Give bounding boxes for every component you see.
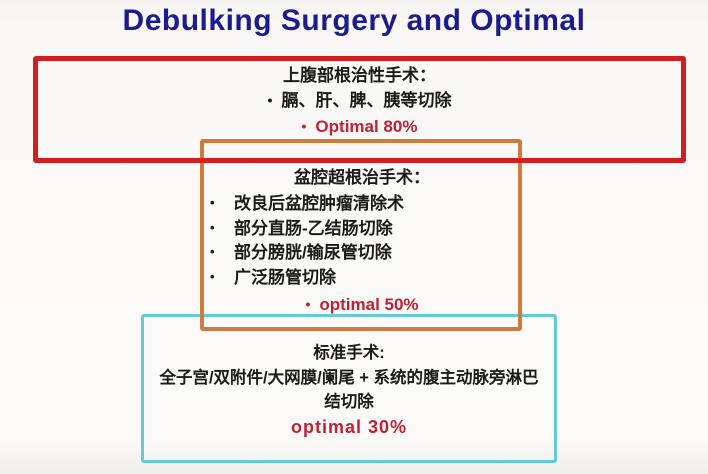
pelvic-surgery-list: • 改良后盆腔肿瘤清除术 • 部分直肠-乙结肠切除 • 部分膀胱/输尿管切除 •… bbox=[206, 192, 518, 290]
bullet-dot: • bbox=[210, 244, 215, 260]
standard-optimal-text: optimal 30% bbox=[290, 416, 408, 437]
bullet-dot: • bbox=[301, 118, 307, 134]
standard-content: 标准手术: 全子宫/双附件/大网膜/阑尾 + 系统的腹主动脉旁淋巴 结切除 op… bbox=[145, 341, 553, 439]
pelvic-item-text: 改良后盆腔肿瘤清除术 bbox=[234, 194, 404, 213]
pelvic-item-text: 部分膀胱/输尿管切除 bbox=[234, 243, 392, 263]
pelvic-item-text: 广泛肠管切除 bbox=[234, 267, 336, 287]
pelvic-optimal-text: optimal 50% bbox=[319, 295, 419, 315]
standard-box-title: 标准手术: bbox=[313, 344, 385, 362]
upper-abdominal-box-frame bbox=[33, 56, 686, 163]
pelvic-content: 盆腔超根治手术： • 改良后盆腔肿瘤清除术 • 部分直肠-乙结肠切除 • 部分膀… bbox=[206, 166, 518, 317]
bullet-dot: • bbox=[267, 92, 273, 108]
upper-box-title: 上腹部根治性手术： bbox=[283, 66, 436, 85]
list-item: • 部分直肠-乙结肠切除 bbox=[206, 217, 518, 242]
upper-box-item: • 膈、肝、脾、胰等切除 bbox=[33, 88, 686, 114]
list-item: • 广泛肠管切除 bbox=[206, 266, 518, 291]
slide-title: Debulking Surgery and Optimal bbox=[122, 4, 586, 37]
bullet-dot: • bbox=[210, 195, 215, 210]
bullet-dot: • bbox=[210, 268, 215, 284]
pelvic-box-frame bbox=[200, 139, 522, 331]
list-item: • 部分膀胱/输尿管切除 bbox=[206, 241, 518, 266]
bullet-dot: • bbox=[210, 219, 215, 235]
upper-item-text: 膈、肝、脾、胰等切除 bbox=[281, 91, 452, 110]
list-item: • 改良后盆腔肿瘤清除术 bbox=[206, 192, 518, 217]
upper-abdominal-content: 上腹部根治性手术： • 膈、肝、脾、胰等切除 • Optimal 80% bbox=[33, 63, 686, 140]
pelvic-item-text: 部分直肠-乙结肠切除 bbox=[234, 218, 393, 238]
upper-optimal-row: • Optimal 80% bbox=[33, 114, 686, 140]
pelvic-optimal-row: • optimal 50% bbox=[206, 293, 518, 317]
bullet-dot: • bbox=[305, 296, 311, 313]
standard-body-line1: 全子宫/双附件/大网膜/阑尾 + 系统的腹主动脉旁淋巴 bbox=[159, 368, 539, 387]
pelvic-box-title: 盆腔超根治手术： bbox=[294, 168, 430, 187]
standard-body-line2: 结切除 bbox=[324, 393, 374, 411]
upper-optimal-text: Optimal 80% bbox=[315, 117, 418, 136]
standard-box-frame bbox=[141, 314, 557, 463]
